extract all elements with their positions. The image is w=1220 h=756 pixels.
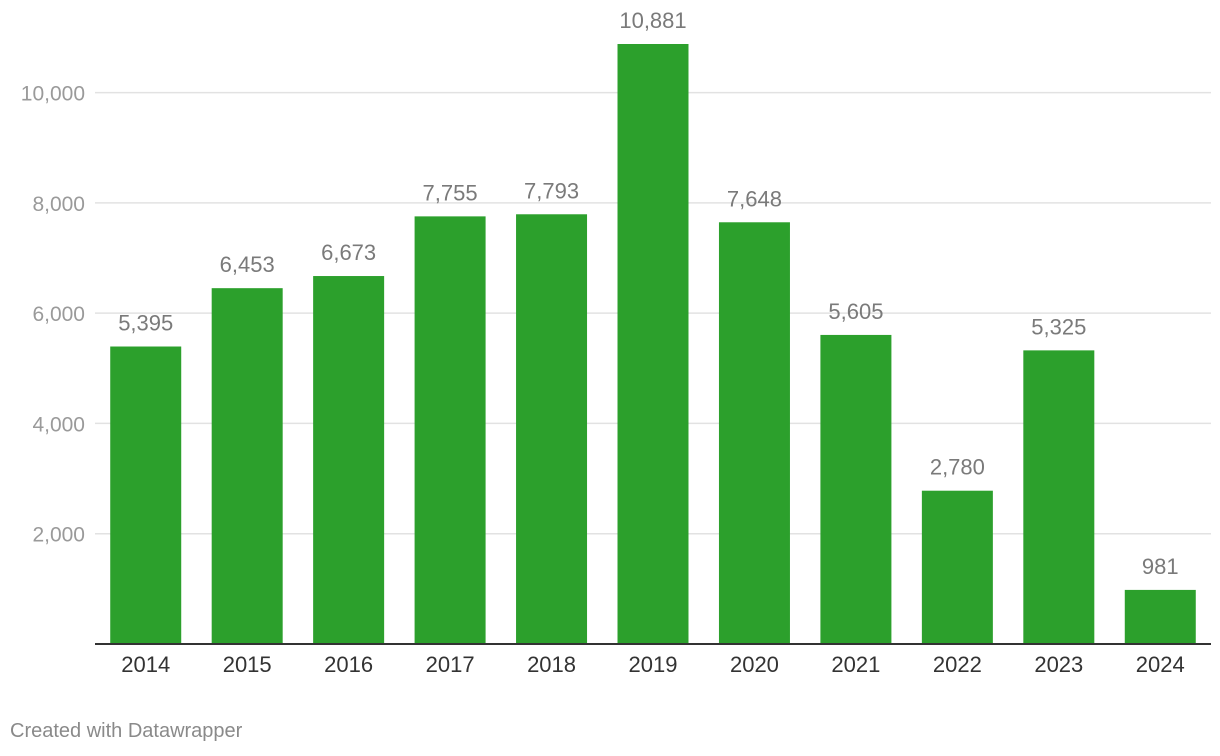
x-tick-label-2023: 2023 — [1034, 652, 1083, 677]
bar-2024 — [1124, 589, 1196, 644]
bar-2015 — [211, 288, 283, 644]
value-label-2014: 5,395 — [118, 311, 173, 336]
x-tick-label-2018: 2018 — [527, 652, 576, 677]
x-tick-label-2019: 2019 — [629, 652, 678, 677]
datawrapper-credit: Created with Datawrapper — [10, 720, 243, 742]
value-label-2024: 981 — [1142, 554, 1179, 579]
x-tick-label-2022: 2022 — [933, 652, 982, 677]
x-tick-label-2024: 2024 — [1136, 652, 1185, 677]
y-tick-label-2000: 2,000 — [32, 524, 85, 547]
x-tick-label-2017: 2017 — [426, 652, 475, 677]
value-labels: 5,395 6,453 6,673 7,755 7,793 10,881 7,648 5,60… — [118, 8, 1178, 579]
bar-2014 — [110, 346, 182, 644]
x-tick-label-2016: 2016 — [324, 652, 373, 677]
value-label-2023: 5,325 — [1031, 314, 1086, 339]
y-tick-label-6000: 6,000 — [32, 303, 85, 326]
value-label-2020: 7,648 — [727, 186, 782, 211]
x-axis-tick-labels: 2014 2015 2016 2017 2018 2019 2020 2021 2022 2023… — [121, 652, 1184, 677]
bar-2020 — [718, 222, 790, 645]
value-label-2018: 7,793 — [524, 178, 579, 203]
bar-2019 — [617, 44, 689, 644]
value-label-2016: 6,673 — [321, 240, 376, 265]
value-label-2015: 6,453 — [220, 252, 275, 277]
bars — [110, 44, 1196, 645]
y-axis-tick-labels: 2,000 4,000 6,000 8,000 10,000 — [21, 83, 85, 547]
bar-2023 — [1023, 350, 1095, 644]
bar-2017 — [414, 216, 486, 645]
x-tick-label-2014: 2014 — [121, 652, 170, 677]
x-tick-label-2020: 2020 — [730, 652, 779, 677]
bar-2018 — [516, 214, 588, 644]
bar-2016 — [313, 276, 385, 644]
value-label-2019: 10,881 — [619, 8, 686, 33]
value-label-2017: 7,755 — [423, 180, 478, 205]
value-label-2022: 2,780 — [930, 455, 985, 480]
bar-2022 — [921, 490, 993, 644]
y-tick-label-10000: 10,000 — [21, 83, 85, 106]
bar-2021 — [820, 334, 892, 644]
value-label-2021: 5,605 — [828, 299, 883, 324]
y-tick-label-4000: 4,000 — [32, 413, 85, 436]
x-tick-label-2021: 2021 — [831, 652, 880, 677]
y-tick-label-8000: 8,000 — [32, 193, 85, 216]
x-tick-label-2015: 2015 — [223, 652, 272, 677]
